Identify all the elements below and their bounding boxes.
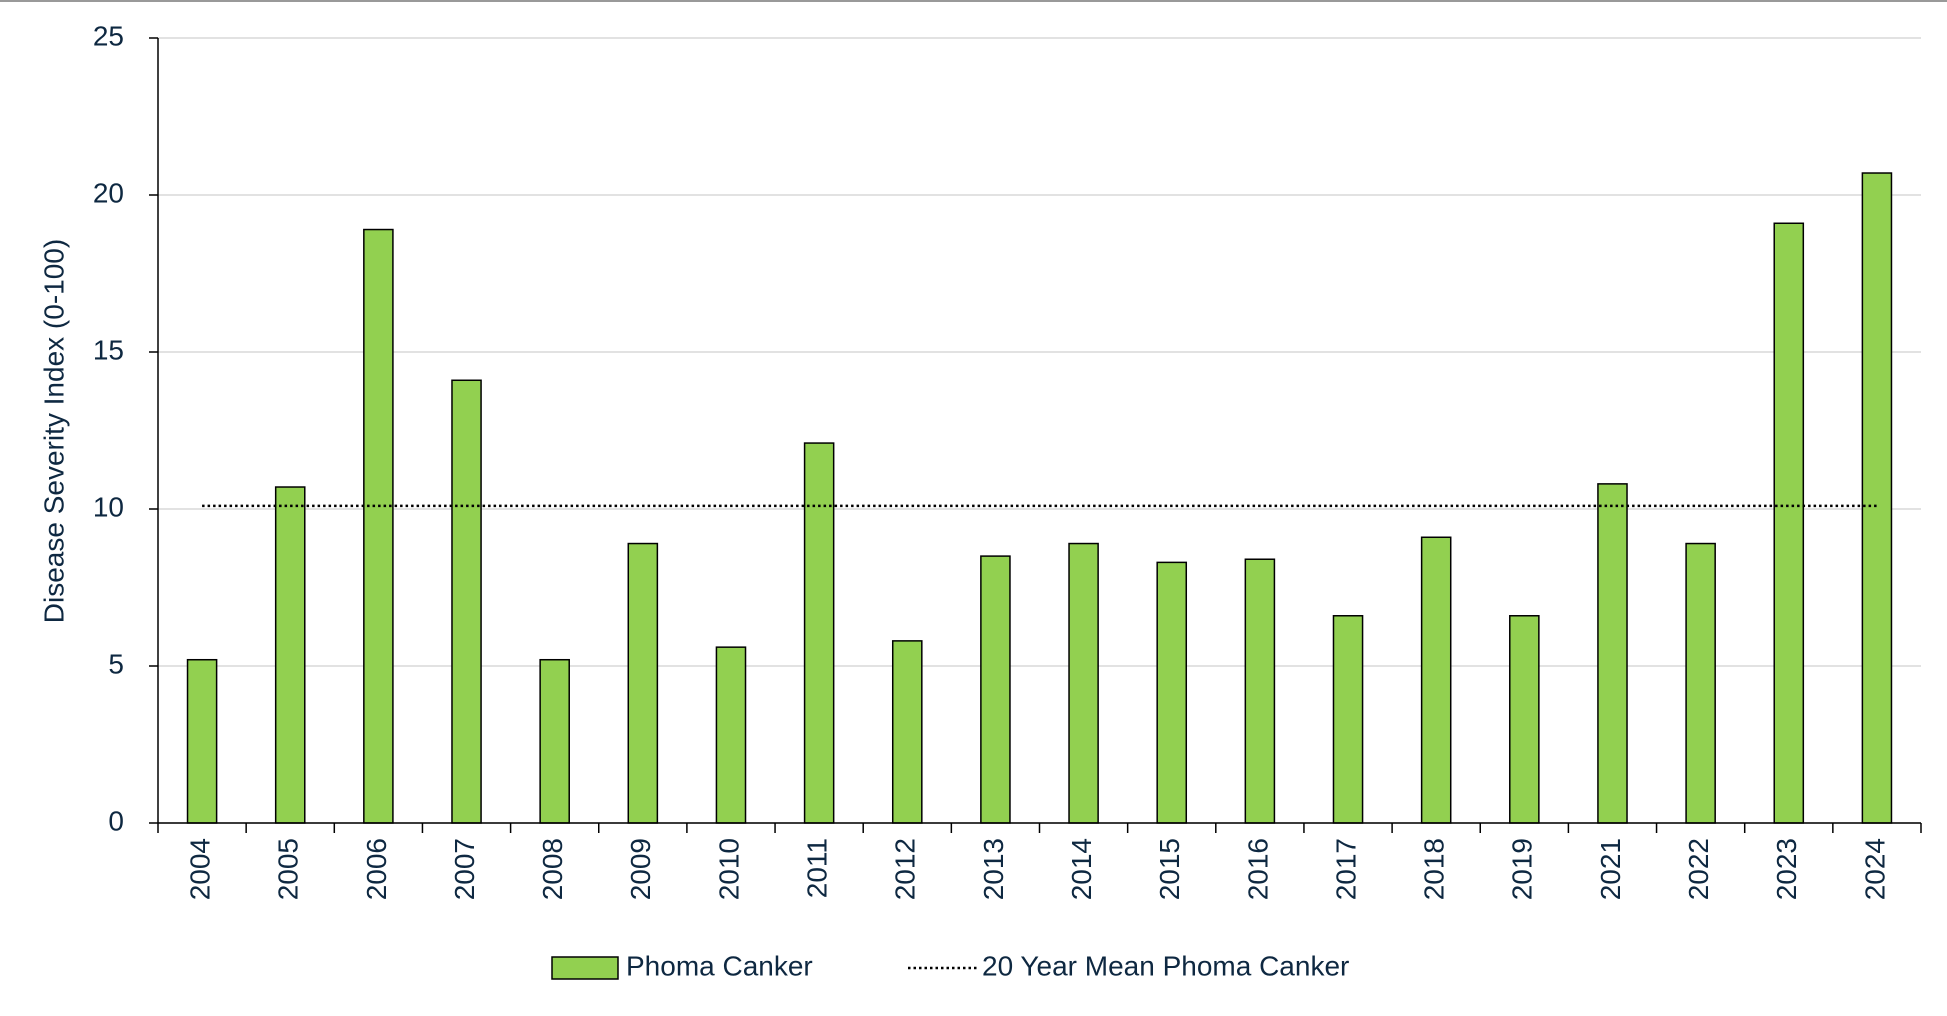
x-tick-label: 2011	[802, 838, 833, 898]
bar	[803, 442, 835, 824]
bar	[1332, 615, 1364, 824]
y-axis-title: Disease Severity Index (0-100)	[38, 239, 69, 623]
x-tick-label: 2019	[1507, 838, 1538, 900]
legend-label: Phoma Canker	[626, 950, 813, 981]
bar	[363, 228, 394, 824]
bar	[715, 646, 747, 824]
bar	[1420, 536, 1452, 824]
x-tick-label: 2008	[537, 838, 568, 900]
bar	[1244, 558, 1276, 824]
x-tick-label: 2013	[978, 838, 1009, 900]
bar	[451, 379, 482, 824]
bar	[274, 486, 306, 824]
x-tick-label: 2024	[1859, 838, 1890, 900]
x-tick-label: 2015	[1154, 838, 1185, 900]
x-tick-label: 2023	[1771, 838, 1802, 900]
y-tick-label: 5	[108, 648, 124, 679]
x-tick-label: 2017	[1330, 838, 1361, 900]
x-tick-label: 2005	[273, 838, 304, 900]
bar	[1509, 615, 1540, 824]
bar	[1156, 561, 1188, 824]
bar	[1597, 483, 1628, 824]
y-tick-label: 15	[93, 334, 124, 365]
bar	[1068, 542, 1099, 824]
x-tick-label: 2007	[449, 838, 480, 900]
x-tick-label: 2016	[1242, 838, 1273, 900]
x-tick-label: 2006	[361, 838, 392, 900]
x-tick-label: 2004	[184, 838, 215, 900]
bar	[1861, 172, 1893, 824]
bar	[186, 658, 218, 824]
bar	[1685, 542, 1716, 824]
y-tick-label: 0	[108, 805, 124, 836]
x-tick-label: 2018	[1419, 838, 1450, 900]
x-tick-label: 2014	[1066, 838, 1097, 900]
x-tick-label: 2009	[625, 838, 656, 900]
y-tick-label: 10	[93, 491, 124, 522]
bar	[1773, 222, 1805, 824]
bar	[891, 640, 923, 824]
x-tick-label: 2021	[1595, 838, 1626, 900]
legend-label: 20 Year Mean Phoma Canker	[982, 950, 1349, 981]
x-tick-label: 2012	[890, 838, 921, 900]
bar	[539, 658, 570, 824]
y-tick-label: 20	[93, 177, 124, 208]
x-tick-label: 2022	[1683, 838, 1714, 900]
y-tick-label: 25	[93, 20, 124, 51]
bar	[627, 542, 659, 824]
x-tick-label: 2010	[713, 838, 744, 900]
bar	[980, 555, 1011, 824]
legend-swatch	[551, 956, 619, 980]
